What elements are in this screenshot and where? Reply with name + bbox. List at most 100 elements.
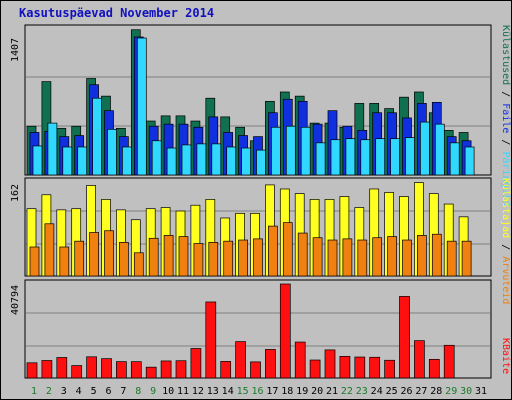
bar-top-2-15: [241, 147, 251, 176]
x-tick-3: 3: [61, 386, 67, 397]
legend-item: KBaite: [500, 338, 511, 374]
bar-bottom-0-22: [339, 355, 351, 379]
legend-item: Arvuteid: [500, 256, 511, 304]
x-tick-17: 17: [266, 386, 278, 397]
bar-top-2-7: [122, 146, 132, 176]
bar-bottom-0-18: [279, 283, 291, 379]
bar-bottom-0-2: [41, 360, 53, 379]
bar-top-2-27: [420, 121, 430, 176]
bar-bottom-0-6: [101, 358, 112, 379]
x-tick-7: 7: [120, 386, 126, 397]
bar-top-2-28: [434, 123, 445, 176]
x-tick-4: 4: [76, 386, 82, 397]
ytick-top: 1407: [10, 38, 21, 62]
x-tick-9: 9: [150, 386, 156, 397]
x-tick-15: 15: [237, 386, 249, 397]
x-tick-13: 13: [207, 386, 219, 397]
x-tick-23: 23: [356, 386, 368, 397]
bar-middle-1-11: [178, 236, 189, 277]
bar-middle-1-23: [357, 239, 368, 277]
bar-bottom-0-17: [265, 349, 276, 379]
x-tick-16: 16: [251, 386, 263, 397]
x-tick-30: 30: [460, 386, 472, 397]
bar-middle-1-17: [268, 225, 278, 277]
bar-top-2-9: [151, 140, 162, 176]
bar-top-2-6: [107, 128, 117, 176]
bar-top-2-22: [345, 138, 356, 176]
bar-bottom-0-28: [428, 358, 440, 379]
bar-middle-1-26: [402, 239, 412, 277]
x-tick-18: 18: [281, 386, 293, 397]
bar-top-2-14: [226, 146, 237, 176]
x-tick-27: 27: [415, 386, 427, 397]
bar-middle-1-15: [238, 239, 248, 277]
bar-middle-1-3: [59, 246, 70, 277]
x-tick-10: 10: [162, 386, 174, 397]
bar-middle-1-1: [29, 246, 40, 277]
x-tick-19: 19: [296, 386, 308, 397]
bar-top-2-29: [449, 142, 460, 176]
bar-middle-1-25: [387, 236, 397, 277]
bar-middle-1-7: [119, 241, 129, 277]
bar-bottom-0-21: [324, 349, 336, 379]
x-tick-21: 21: [326, 386, 338, 397]
bar-top-2-26: [405, 137, 415, 176]
bar-top-2-17: [271, 126, 281, 176]
bar-top-2-24: [375, 138, 386, 176]
x-tick-26: 26: [400, 386, 412, 397]
bar-middle-1-18: [282, 222, 293, 277]
bar-middle-1-12: [193, 243, 204, 277]
x-tick-5: 5: [91, 386, 97, 397]
bar-bottom-0-4: [71, 365, 83, 379]
bar-bottom-0-7: [116, 361, 127, 379]
bar-top-2-21: [330, 139, 341, 176]
legend-item: Päringuid: [500, 151, 511, 205]
bar-bottom-0-29: [443, 344, 455, 379]
bar-top-2-25: [390, 138, 400, 176]
x-tick-29: 29: [445, 386, 457, 397]
legend-item: Külastajad: [500, 178, 511, 238]
x-tick-20: 20: [311, 386, 323, 397]
bar-top-2-5: [92, 97, 102, 176]
ytick-bottom: 40794: [10, 285, 21, 315]
x-tick-22: 22: [341, 386, 353, 397]
bar-middle-1-10: [163, 235, 174, 277]
bar-bottom-0-15: [235, 341, 246, 379]
bar-top-2-12: [196, 143, 207, 176]
bar-top-2-13: [211, 143, 222, 176]
x-tick-2: 2: [46, 386, 52, 397]
bar-bottom-0-23: [354, 356, 366, 379]
bar-middle-1-22: [342, 238, 353, 277]
bar-middle-1-29: [446, 240, 457, 277]
bar-bottom-0-12: [190, 348, 202, 379]
bar-bottom-0-26: [399, 296, 410, 379]
bar-bottom-0-13: [205, 301, 217, 379]
bar-middle-1-24: [372, 237, 383, 277]
x-tick-labels: 1 2 3 4 5 6 7 8 9 10 11 12 13 14 15 16 17 18 19 20 21 22 23 24 2…: [31, 386, 487, 397]
legend-top: Külastused / Faile / Päringuid: [500, 25, 511, 206]
bar-middle-1-13: [208, 241, 219, 277]
x-tick-14: 14: [222, 386, 234, 397]
bar-middle-1-2: [44, 223, 55, 277]
x-tick-24: 24: [371, 386, 383, 397]
bar-middle-1-21: [327, 239, 338, 277]
x-tick-6: 6: [105, 386, 111, 397]
bar-bottom-0-20: [309, 359, 321, 379]
legend-middle: Külastajad / Arvuteid: [500, 178, 511, 304]
bar-bottom-0-1: [26, 362, 38, 379]
x-tick-8: 8: [135, 386, 141, 397]
bar-top-2-10: [166, 147, 177, 176]
x-tick-11: 11: [177, 386, 189, 397]
legend-bottom: KBaite: [500, 338, 511, 374]
bar-bottom-0-8: [130, 361, 142, 379]
bar-middle-1-6: [104, 230, 114, 277]
x-tick-25: 25: [386, 386, 398, 397]
bar-bottom-0-3: [56, 357, 68, 379]
bar-middle-1-16: [253, 238, 263, 277]
bar-bottom-0-24: [369, 356, 381, 379]
bar-bottom-0-11: [175, 360, 187, 379]
bar-bottom-0-27: [414, 340, 425, 379]
bar-middle-1-9: [148, 237, 159, 277]
bar-bottom-0-19: [294, 341, 306, 379]
